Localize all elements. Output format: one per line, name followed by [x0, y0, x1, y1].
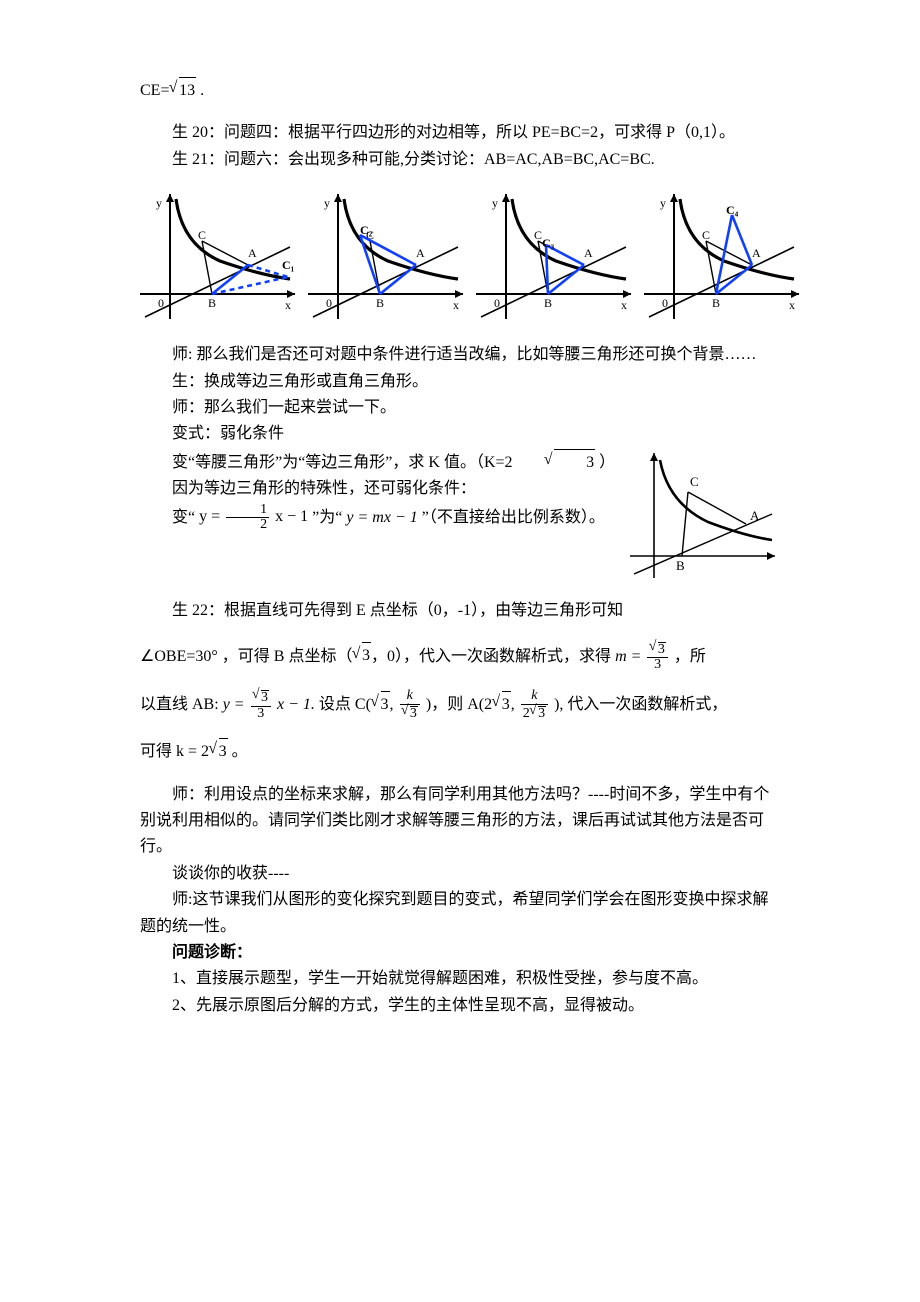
ce-line: CE=13 . — [140, 76, 780, 104]
figure-1: 0 B A Cx y C₁ — [140, 189, 300, 324]
frac-m: 3 3 — [647, 641, 667, 673]
svg-text:A: A — [416, 246, 425, 260]
svg-text:y: y — [156, 196, 162, 210]
variant-title: 变式：弱化条件 — [140, 421, 780, 447]
frac-k-2sqrt3: k 23 — [521, 689, 548, 721]
student-22-a: 生 22：根据直线可先得到 E 点坐标（0，-1），由等边三角形可知 — [140, 598, 780, 624]
figure-2-svg: 0BACxyC₂ — [308, 189, 468, 324]
svg-text:B: B — [544, 296, 552, 310]
svg-text:A: A — [584, 246, 593, 260]
figure-2: 0BACxyC₂ — [308, 189, 468, 324]
teacher-summary: 师:这节课我们从图形的变化探究到题目的变式，希望同学们学会在图形变换中探求解题的… — [140, 887, 780, 940]
diagnosis-1: 1、直接展示题型，学生一开始就觉得解题困难，积极性受挫，参与度不高。 — [140, 966, 780, 992]
svg-text:y: y — [660, 196, 666, 210]
frac-ab: 3 3 — [251, 689, 271, 721]
page-root: CE=13 . 生 20：问题四：根据平行四边形的对边相等，所以 PE=BC=2… — [70, 0, 850, 1099]
eq-y-mx: y = mx − 1 — [346, 508, 417, 525]
svg-text:C: C — [198, 228, 206, 242]
svg-text:x: x — [621, 298, 627, 312]
svg-text:C: C — [534, 228, 542, 242]
figure-4-svg: 0 B A Cx y C₄ — [644, 189, 804, 324]
frac-k-sqrt3: k 3 — [400, 689, 420, 721]
eq-y-half: y = 12 x − 1 — [199, 508, 312, 525]
ce-prefix: CE= — [140, 82, 169, 99]
svg-text:y: y — [492, 196, 498, 210]
svg-text:B: B — [712, 296, 720, 310]
diagnosis-title: 问题诊断： — [140, 940, 780, 966]
teacher-q1: 师: 那么我们是否还可对题中条件进行适当改编，比如等腰三角形还可换个背景…… — [140, 342, 780, 368]
svg-text:x: x — [789, 298, 795, 312]
svg-text:0: 0 — [662, 296, 668, 310]
svg-text:y: y — [324, 196, 330, 210]
frac-half: 12 — [226, 503, 269, 533]
k-sqrt3: 3 — [513, 448, 596, 476]
student-22-c: 以直线 AB: y = 3 3 x − 1. 设点 C(3, k 3 )，则 A… — [140, 689, 780, 721]
svg-text:0: 0 — [158, 296, 164, 310]
side-figure-svg: C A B — [630, 448, 780, 583]
student-22-d: 可得 k = 23 。 — [140, 737, 780, 765]
svg-text:B: B — [676, 558, 685, 573]
figure-3-svg: 0 B A Cx y C₃ — [476, 189, 636, 324]
svg-text:C₁: C₁ — [282, 258, 295, 272]
figure-1-svg: 0 B A Cx y C₁ — [140, 189, 300, 324]
svg-text:A: A — [752, 246, 761, 260]
side-figure-wrap: C A B — [630, 448, 780, 592]
svg-text:A: A — [750, 508, 760, 523]
svg-text:0: 0 — [326, 296, 332, 310]
ce-sqrt: 13 — [169, 76, 196, 104]
figure-3: 0 B A Cx y C₃ — [476, 189, 636, 324]
svg-text:C₃: C₃ — [542, 236, 555, 250]
svg-text:C₂: C₂ — [360, 223, 373, 237]
student-22-b: ∠OBE=30° ，可得 B 点坐标（3，0），代入一次函数解析式，求得 m =… — [140, 641, 780, 673]
svg-text:C₄: C₄ — [726, 203, 739, 217]
ce-suffix: . — [196, 82, 204, 99]
svg-text:B: B — [208, 296, 216, 310]
student-20: 生 20：问题四：根据平行四边形的对边相等，所以 PE=BC=2，可求得 P（0… — [140, 120, 780, 146]
figure-row: 0 B A Cx y C₁ 0 B A Cx y C₂ 0 B A Cx y C₃ 0 B A Cx y C₄ — [140, 189, 780, 324]
teacher-try: 师：那么我们一起来尝试一下。 — [140, 395, 780, 421]
student-21: 生 21：问题六：会出现多种可能,分类讨论：AB=AC,AB=BC,AC=BC. — [140, 147, 780, 173]
teacher-use: 师：利用设点的坐标来求解，那么有同学利用其他方法吗？----时间不多，学生中有个… — [140, 782, 780, 861]
student-reply: 生：换成等边三角形或直角三角形。 — [140, 369, 780, 395]
diagnosis-2: 2、先展示原图后分解的方式，学生的主体性呈现不高，显得被动。 — [140, 993, 780, 1019]
svg-text:B: B — [376, 296, 384, 310]
talk: 谈谈你的收获---- — [140, 861, 780, 887]
svg-text:A: A — [248, 246, 257, 260]
svg-text:C: C — [702, 228, 710, 242]
svg-text:C: C — [690, 474, 699, 489]
svg-text:x: x — [285, 298, 291, 312]
svg-text:x: x — [453, 298, 459, 312]
figure-4: 0 B A Cx y C₄ — [644, 189, 804, 324]
svg-text:0: 0 — [494, 296, 500, 310]
